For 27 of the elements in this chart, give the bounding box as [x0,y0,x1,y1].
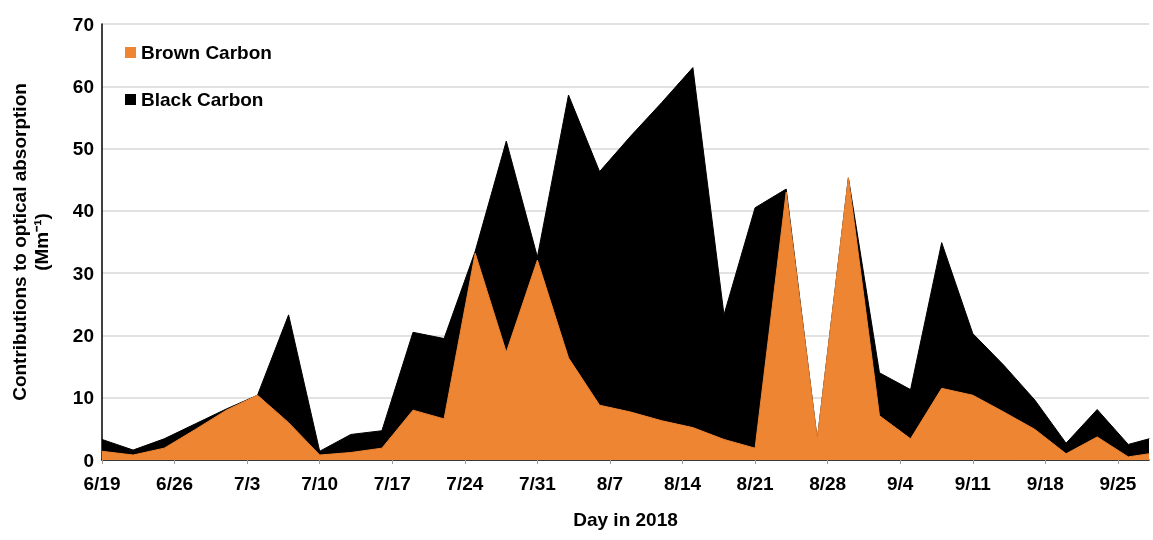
y-tick-label: 40 [72,200,94,222]
x-tick-label: 7/31 [518,473,557,494]
x-tick-label: 9/4 [887,473,914,494]
legend-label: Brown Carbon [141,42,272,63]
legend-label: Black Carbon [141,89,264,110]
x-axis-title: Day in 2018 [573,509,678,530]
x-tick-label: 8/14 [664,473,702,494]
x-tick-label: 9/11 [954,473,992,494]
y-tick-label: 30 [72,262,94,284]
y-tick-label: 60 [72,75,94,97]
x-tick-label: 9/18 [1026,473,1064,494]
x-tick-label: 6/26 [156,473,194,494]
x-tick-label: 8/28 [809,473,847,494]
y-tick-label: 20 [72,324,94,346]
x-tick-label: 7/17 [373,473,411,494]
y-tick-label: 70 [72,13,94,35]
x-tick-label: 8/7 [596,473,624,494]
x-tick-label: 7/3 [233,473,261,494]
y-axis-title: Contributions to optical absorption (Mm⁻¹) [8,83,52,401]
x-tick-label: 7/24 [446,473,484,494]
x-tick-label: 7/10 [301,473,339,494]
x-tick-label: 9/25 [1099,473,1137,494]
y-tick-label: 50 [72,138,94,160]
y-tick-label: 10 [72,387,94,409]
y-tick-label: 0 [83,449,94,471]
x-tick-label: 6/19 [83,473,121,494]
x-tick-label: 8/21 [736,473,774,494]
